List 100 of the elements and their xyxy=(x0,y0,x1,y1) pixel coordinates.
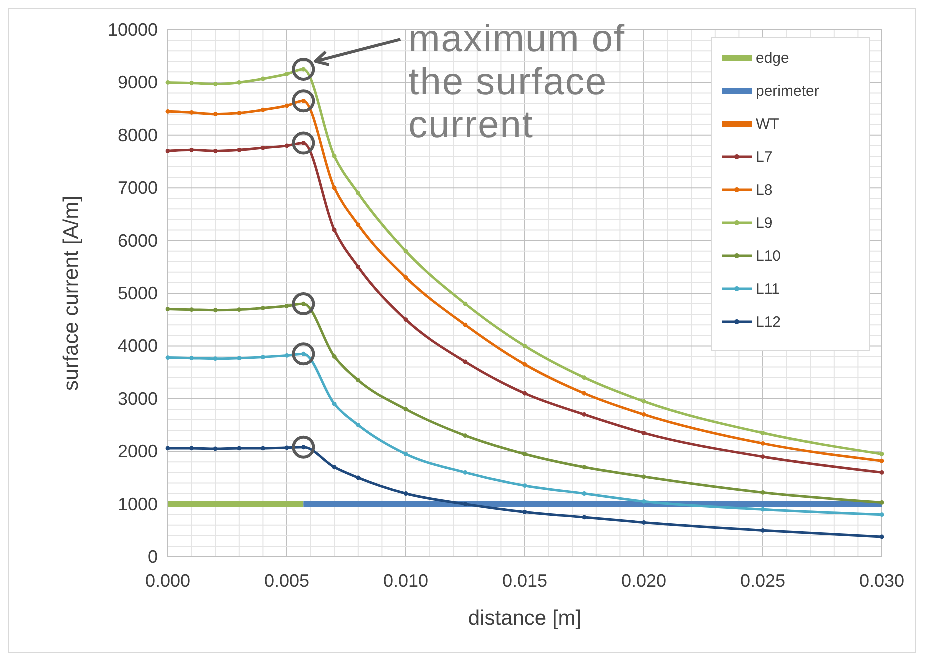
point xyxy=(284,144,290,148)
x-tick-label: 0.030 xyxy=(859,571,905,591)
point xyxy=(213,149,218,154)
legend-label: L7 xyxy=(756,149,773,166)
point xyxy=(880,512,884,518)
point xyxy=(356,264,361,270)
legend-label: WT xyxy=(756,116,780,133)
point xyxy=(463,502,468,506)
point xyxy=(261,446,266,451)
point xyxy=(213,82,218,86)
point xyxy=(166,307,170,312)
point xyxy=(463,470,468,475)
legend-label: L10 xyxy=(756,248,782,265)
point xyxy=(463,302,468,306)
point xyxy=(284,353,290,358)
point xyxy=(404,407,408,412)
point xyxy=(760,441,766,446)
point xyxy=(760,507,766,512)
point xyxy=(332,402,337,406)
y-tick-label: 5000 xyxy=(118,284,158,304)
point xyxy=(642,520,646,525)
point xyxy=(582,515,587,520)
y-tick-label: 1000 xyxy=(118,494,158,514)
point xyxy=(404,452,408,456)
point xyxy=(332,465,337,470)
point xyxy=(522,484,528,488)
y-tick-label: 9000 xyxy=(118,72,158,93)
point xyxy=(166,149,170,154)
y-axis-title: surface current [A/m] xyxy=(60,196,83,391)
point xyxy=(213,112,218,117)
point xyxy=(880,470,884,475)
point xyxy=(642,412,646,417)
y-tick-label: 6000 xyxy=(118,230,158,251)
legend-label: edge xyxy=(756,50,790,67)
y-tick-label: 10000 xyxy=(108,20,158,40)
point xyxy=(522,510,528,514)
annotation: maximum of the surface current xyxy=(408,18,626,147)
point xyxy=(190,308,194,312)
x-tick-label: 0.025 xyxy=(740,571,786,591)
legend-label: perimeter xyxy=(756,83,820,100)
point xyxy=(760,528,766,533)
point xyxy=(237,308,242,312)
point xyxy=(522,344,528,348)
point xyxy=(356,222,361,228)
point xyxy=(522,391,528,396)
point xyxy=(261,146,266,150)
point xyxy=(261,108,266,112)
point xyxy=(237,356,242,361)
point xyxy=(284,304,290,308)
point xyxy=(522,452,528,456)
point xyxy=(261,76,266,82)
point xyxy=(332,186,337,190)
point xyxy=(213,308,218,313)
point xyxy=(284,72,290,76)
y-tick-label: 7000 xyxy=(118,178,158,198)
x-tick-label: 0.000 xyxy=(145,571,191,591)
point xyxy=(190,81,194,86)
legend-label: L11 xyxy=(756,281,780,298)
y-tick-label: 8000 xyxy=(118,125,158,146)
point xyxy=(522,362,528,367)
point xyxy=(356,191,361,196)
point xyxy=(642,499,646,504)
point xyxy=(166,446,170,451)
point xyxy=(261,306,266,310)
point xyxy=(332,154,337,159)
point xyxy=(404,249,408,254)
point xyxy=(356,476,361,480)
y-tick-label: 4000 xyxy=(118,336,158,356)
point xyxy=(582,492,587,496)
point xyxy=(642,474,646,480)
point xyxy=(463,360,468,364)
point xyxy=(356,378,361,383)
point xyxy=(332,228,337,232)
point xyxy=(356,423,361,428)
point xyxy=(463,434,468,438)
point xyxy=(463,322,468,328)
y-tick-label: 2000 xyxy=(118,442,158,462)
x-tick-label: 0.015 xyxy=(502,571,548,591)
point xyxy=(237,80,242,85)
point xyxy=(582,465,587,470)
legend-label: L9 xyxy=(756,215,773,232)
x-tick-label: 0.020 xyxy=(621,571,667,591)
point xyxy=(237,111,242,116)
legend-label: L12 xyxy=(756,314,782,331)
point xyxy=(760,454,766,460)
point xyxy=(404,318,408,322)
point xyxy=(582,376,587,380)
point xyxy=(190,446,194,451)
x-tick-label: 0.005 xyxy=(264,571,310,591)
x-tick-label: 0.010 xyxy=(383,571,429,591)
point xyxy=(213,356,218,362)
point xyxy=(261,355,266,360)
point xyxy=(760,490,766,495)
point xyxy=(642,399,646,404)
legend-label: L8 xyxy=(756,182,773,199)
point xyxy=(190,148,194,152)
point xyxy=(237,148,242,152)
point xyxy=(760,430,766,436)
point xyxy=(166,80,170,85)
point xyxy=(582,391,587,396)
